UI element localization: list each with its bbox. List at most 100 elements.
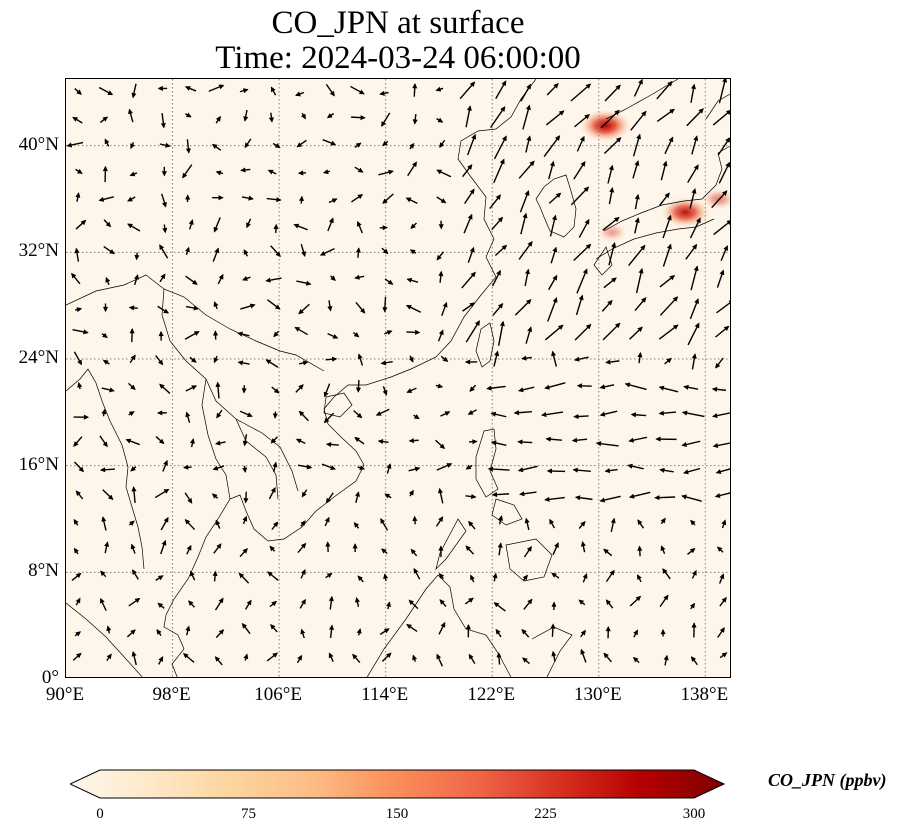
co-hotspot [701, 188, 730, 210]
wind-arrow [634, 217, 640, 234]
wind-arrow [321, 463, 337, 470]
wind-arrow [571, 437, 588, 443]
wind-arrow [716, 269, 725, 288]
wind-arrow [355, 491, 360, 504]
wind-arrow [101, 387, 115, 393]
wind-arrow [603, 548, 613, 557]
wind-arrow [406, 329, 421, 335]
wind-arrow [157, 602, 165, 609]
wind-arrow [523, 545, 532, 558]
wind-arrow [215, 115, 221, 124]
wind-arrow [659, 467, 674, 473]
wind-arrow [213, 330, 219, 340]
colorbar-tick-label: 150 [385, 806, 409, 822]
wind-arrow [99, 435, 108, 448]
wind-arrow [628, 491, 651, 499]
wind-arrow [632, 133, 642, 157]
wind-arrow [462, 164, 473, 178]
wind-arrow [157, 85, 168, 91]
wind-arrow [634, 297, 647, 312]
wind-arrow [300, 520, 306, 527]
wind-arrow [628, 436, 648, 443]
wind-arrow [246, 218, 252, 229]
wind-arrow [301, 112, 306, 120]
wind-arrow [159, 383, 171, 394]
wind-arrow [242, 515, 248, 525]
wind-arrow [160, 113, 166, 129]
wind-arrow [664, 357, 672, 365]
wind-arrow [297, 170, 307, 176]
wind-arrow [494, 244, 508, 257]
wind-arrow [524, 268, 531, 287]
wind-arrow [384, 330, 393, 335]
wind-arrow [243, 491, 249, 504]
wind-arrow [106, 653, 112, 662]
wind-arrow [104, 138, 110, 147]
wind-arrow [490, 440, 507, 447]
wind-arrow [681, 440, 701, 447]
wind-arrow [689, 298, 699, 320]
wind-arrow [520, 83, 532, 102]
wind-arrow [550, 246, 558, 264]
wind-arrow [73, 414, 90, 420]
latitude-label: 40°N [18, 133, 59, 155]
wind-arrow [325, 356, 338, 362]
wind-arrow [495, 628, 502, 638]
wind-arrow [75, 597, 81, 606]
wind-arrow [544, 382, 566, 390]
wind-arrow [272, 411, 278, 419]
wind-arrow [383, 573, 389, 581]
longitude-label: 138°E [680, 684, 729, 705]
wind-arrow [409, 142, 415, 150]
wind-arrow [272, 142, 281, 148]
wind-arrow [244, 138, 252, 149]
wind-arrow [239, 410, 253, 417]
wind-arrow [549, 518, 556, 529]
wind-arrow [409, 249, 417, 255]
wind-arrow [182, 164, 193, 179]
wind-arrow [216, 409, 223, 419]
wind-arrow [352, 543, 358, 553]
wind-arrow [242, 276, 251, 281]
wind-arrow [327, 217, 334, 232]
wind-arrow [237, 360, 250, 366]
wind-arrow [212, 570, 218, 582]
wind-arrow [490, 411, 507, 418]
wind-arrow [215, 629, 225, 639]
wind-arrow [215, 381, 221, 399]
wind-arrow [610, 517, 616, 533]
wind-arrow [519, 190, 530, 213]
wind-arrow [405, 304, 422, 313]
wind-arrow [550, 623, 556, 637]
wind-arrow [465, 545, 475, 555]
graticule [66, 79, 730, 677]
wind-arrow [685, 243, 698, 260]
wind-arrow [156, 628, 162, 636]
wind-arrow [408, 599, 419, 610]
wind-arrow [185, 305, 200, 311]
wind-arrow [662, 243, 672, 267]
wind-arrow [212, 195, 224, 201]
wind-arrow [128, 382, 136, 391]
wind-arrow [607, 164, 614, 184]
wind-arrow [435, 516, 444, 527]
wind-arrow [576, 135, 585, 152]
wind-arrow [525, 326, 533, 344]
wind-arrow [355, 379, 361, 393]
wind-arrow [184, 112, 192, 118]
wind-arrow [270, 86, 277, 96]
wind-arrow [325, 441, 339, 448]
wind-arrow [297, 542, 307, 553]
wind-arrow [75, 490, 84, 500]
wind-arrow [75, 219, 87, 230]
wind-arrow [185, 275, 198, 285]
wind-arrow [328, 652, 334, 663]
wind-arrow [580, 629, 586, 638]
wind-arrow [632, 656, 640, 664]
wind-arrow [98, 196, 114, 202]
wind-arrow [681, 494, 702, 502]
wind-arrow [691, 569, 697, 579]
wind-arrow [270, 436, 279, 444]
wind-arrow [654, 495, 676, 501]
wind-arrow [543, 135, 561, 158]
